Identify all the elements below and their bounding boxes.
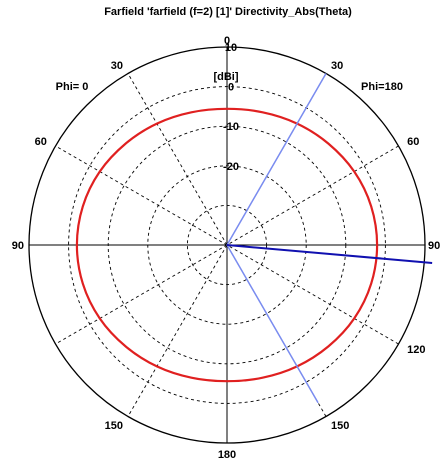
theta-label: 120 [407,344,425,356]
radial-tick-label: -20 [223,161,239,173]
beam-marker-line [226,244,433,264]
theta-label: 60 [407,136,419,148]
phi-left-label: Phi= 0 [56,81,89,93]
theta-label: 180 [218,449,236,461]
theta-label: 90 [12,240,24,252]
theta-label: 30 [111,60,123,72]
directivity-trace [75,107,379,383]
beam-marker-line [226,244,319,404]
beam-marker-line [226,73,327,246]
theta-label: 0 [224,35,230,47]
theta-angle-labels: 0 30 30 60 60 90 90 120 150 150 180 [12,35,440,461]
phi-right-label: Phi=180 [361,81,403,93]
theta-label: 150 [331,420,349,432]
unit-label: [dBi] [213,71,238,83]
theta-label: 30 [331,60,343,72]
directivity-traces [75,107,379,383]
beam-markers [226,73,433,404]
chart-title: Farfield 'farfield (f=2) [1]' Directivit… [104,6,352,18]
radial-tick-label: -10 [223,121,239,133]
theta-label: 60 [35,136,47,148]
radial-tick-label: 10 [225,42,237,54]
radial-tick-label: 0 [228,82,234,94]
theta-label: 90 [428,240,440,252]
radial-tick-labels: 10 0 -10 -20 [223,42,239,173]
theta-label: 150 [105,420,123,432]
